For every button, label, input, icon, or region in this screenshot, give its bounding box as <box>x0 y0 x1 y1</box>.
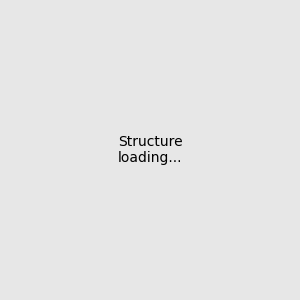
Text: Structure
loading...: Structure loading... <box>118 135 182 165</box>
